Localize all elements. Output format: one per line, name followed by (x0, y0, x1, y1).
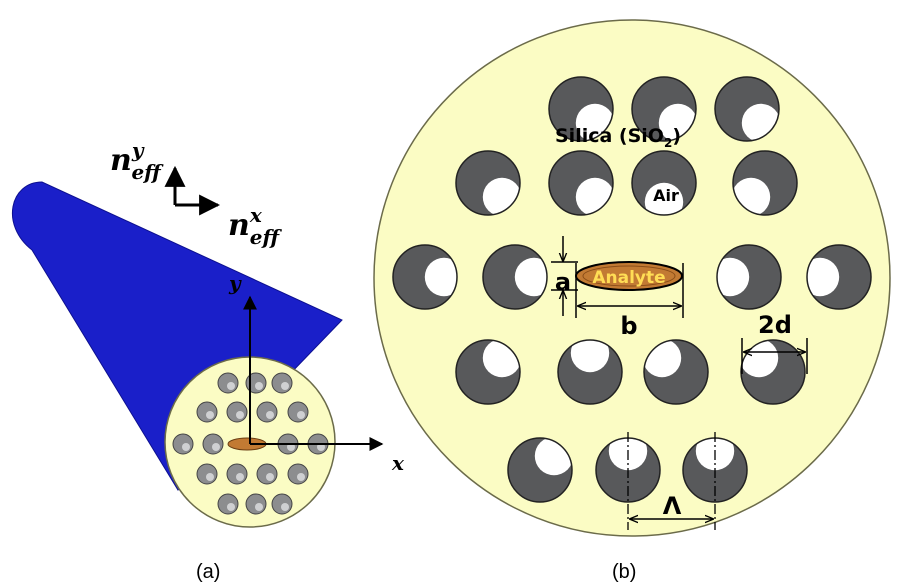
air-hole-icon (548, 150, 614, 216)
small-air-hole-highlight (281, 382, 289, 390)
small-air-hole (256, 463, 278, 485)
small-air-hole (226, 463, 248, 485)
polarization-arrow-icon (164, 165, 221, 216)
small-air-hole (172, 433, 194, 455)
air-holes (392, 76, 872, 503)
small-air-hole-highlight (182, 443, 190, 451)
small-air-hole-highlight (266, 411, 274, 419)
axis-y-label: y (228, 271, 242, 295)
fiber-body (12, 181, 343, 491)
small-air-hole-highlight (255, 382, 263, 390)
small-air-hole-highlight (206, 473, 214, 481)
dim-b-label: b (620, 312, 637, 340)
air-hole-icon (392, 244, 458, 310)
small-air-hole (202, 433, 224, 455)
small-air-hole-highlight (255, 503, 263, 511)
air-hole-icon (716, 244, 782, 310)
air-label: Air (653, 186, 679, 205)
dim-lambda-marker (627, 432, 716, 530)
n-eff-x-label: nx eff (228, 203, 282, 249)
small-air-hole-highlight (212, 443, 220, 451)
air-hole-icon (806, 244, 872, 310)
panel-a: y x ny eff nx eff (a) (12, 138, 405, 583)
small-air-hole (217, 372, 239, 394)
small-air-hole (196, 401, 218, 423)
dim-b-marker (575, 263, 684, 318)
small-air-hole-highlight (227, 382, 235, 390)
small-air-hole (287, 401, 309, 423)
dim-2d-marker (741, 338, 808, 374)
small-air-hole-highlight (206, 411, 214, 419)
small-air-hole (271, 372, 293, 394)
air-hole-icon (631, 150, 697, 216)
small-air-hole-highlight (236, 473, 244, 481)
small-air-hole (226, 401, 248, 423)
silica-label: Silica (SiO2) (555, 125, 681, 150)
small-air-hole (217, 493, 239, 515)
small-air-hole-highlight (236, 411, 244, 419)
air-hole-icon (548, 76, 614, 142)
small-air-hole-highlight (297, 473, 305, 481)
small-air-hole-highlight (281, 503, 289, 511)
dim-2d-label: 2d (758, 311, 792, 339)
caption-b: (b) (612, 561, 636, 583)
analyte-label: Analyte (592, 268, 665, 288)
n-eff-y-label: ny eff (110, 138, 164, 184)
air-hole-icon (482, 244, 548, 310)
small-air-hole (287, 463, 309, 485)
small-air-hole (271, 493, 293, 515)
air-hole-icon (714, 76, 780, 142)
panel-b: Analyte Silica (SiO2) Air a b 2d (373, 19, 891, 583)
dim-lambda-label: Λ (663, 492, 682, 520)
small-air-hole (245, 493, 267, 515)
small-air-hole (256, 401, 278, 423)
caption-a: (a) (196, 561, 220, 583)
axis-x-label: x (391, 451, 405, 475)
air-hole-icon (557, 339, 623, 405)
small-air-hole-highlight (227, 503, 235, 511)
small-air-hole-highlight (297, 411, 305, 419)
small-air-hole (196, 463, 218, 485)
dim-a-marker (551, 236, 578, 316)
dim-a-label: a (555, 268, 571, 296)
small-air-hole-highlight (266, 473, 274, 481)
